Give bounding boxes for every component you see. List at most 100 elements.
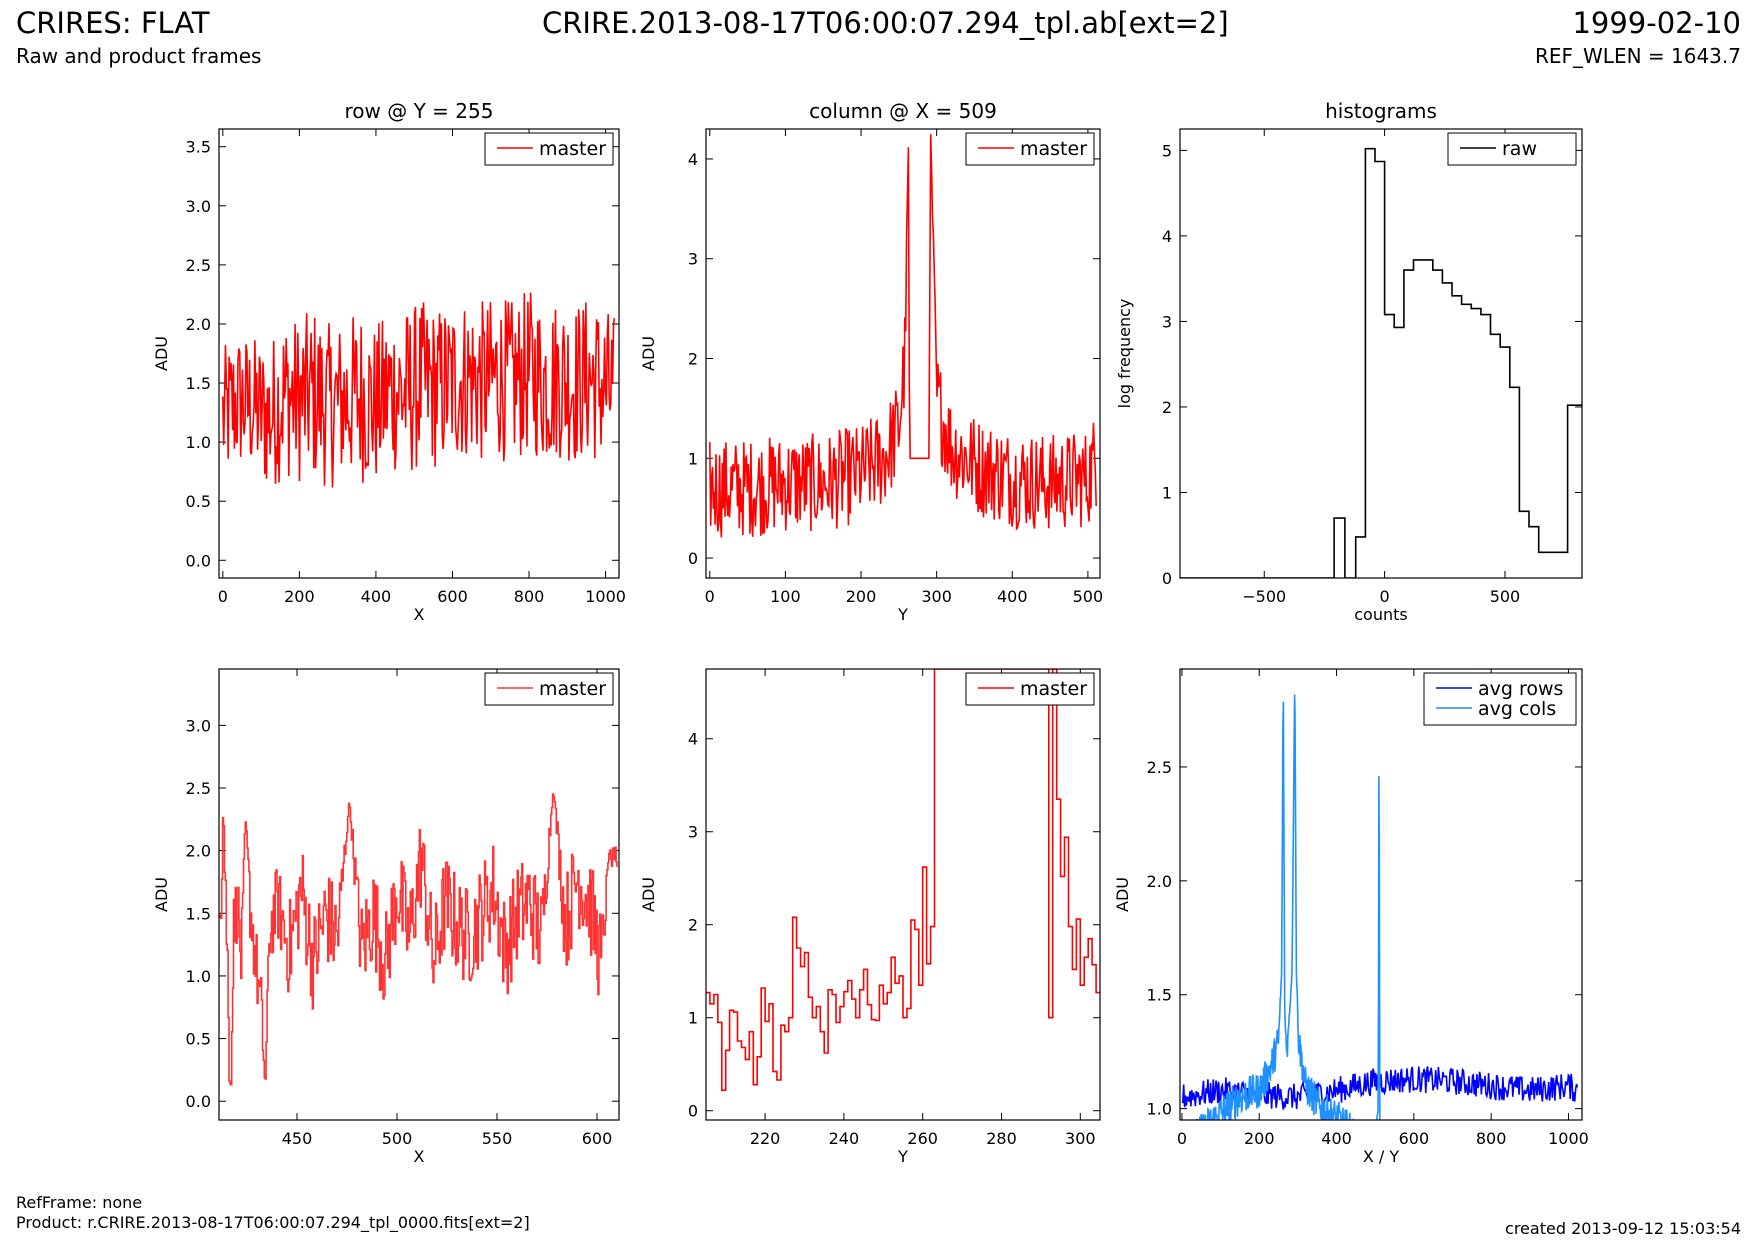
product-label: Product: r.CRIRE.2013-08-17T06:00:07.294…: [16, 1213, 530, 1232]
x-tick-label: 400: [361, 587, 392, 606]
x-tick-label: 600: [437, 587, 468, 606]
y-tick-label: 4: [1162, 227, 1172, 246]
x-tick-label: 1000: [1548, 1129, 1589, 1148]
x-tick-label: 0: [1380, 587, 1390, 606]
y-tick-label: 3: [1162, 312, 1172, 331]
subplot-title: histograms: [1325, 99, 1437, 123]
x-tick-label: 400: [1321, 1129, 1352, 1148]
x-tick-label: 800: [1476, 1129, 1507, 1148]
x-tick-label: 400: [997, 587, 1028, 606]
y-tick-label: 1.0: [186, 967, 211, 986]
plot-frame: [218, 128, 620, 579]
x-tick-label: 200: [1244, 1129, 1275, 1148]
ref-wlen: REF_WLEN = 1643.7: [1534, 44, 1741, 68]
y-tick-label: 0.0: [186, 551, 211, 570]
x-tick-label: 800: [514, 587, 545, 606]
subplot-6: 0 200 400 600 800 1000 1.0 1.5 2.0 2.5 avg rowsavg…: [1113, 668, 1589, 1166]
figure-subtitle: Raw and product frames: [16, 44, 262, 68]
legend: master: [484, 132, 614, 166]
plot-frame: [1179, 668, 1583, 1121]
series-avg-cols: [1195, 694, 1381, 1120]
series-raw: [1180, 147, 1582, 578]
x-tick-label: −500: [1242, 587, 1286, 606]
y-tick-label: 1: [1162, 483, 1172, 502]
legend-box: [484, 132, 614, 166]
legend-label: master: [1020, 138, 1087, 160]
x-tick-label: 450: [282, 1129, 313, 1148]
legend: raw: [1447, 132, 1577, 166]
x-tick-label: 200: [284, 587, 315, 606]
y-tick-label: 4: [688, 150, 698, 169]
subplot-1: 0 200 400 600 800 1000 0.0 0.5 1.0 1.5 2.0 2.5 3.0 3.…: [152, 99, 626, 624]
y-tick-label: 2.0: [1147, 872, 1172, 891]
y-tick-label: 0.5: [186, 1030, 211, 1049]
y-tick-label: 2: [688, 916, 698, 935]
x-tick-label: 300: [1065, 1129, 1096, 1148]
legend-box: [1423, 672, 1577, 726]
x-tick-label: 0: [218, 587, 228, 606]
y-tick-label: 1: [688, 449, 698, 468]
y-tick-label: 2.5: [1147, 758, 1172, 777]
y-tick-label: 4: [688, 730, 698, 749]
y-tick-label: 0: [1162, 569, 1172, 588]
x-tick-label: 500: [1490, 587, 1521, 606]
legend-label: avg rows: [1478, 678, 1563, 700]
file-name: CRIRE.2013-08-17T06:00:07.294_tpl.ab[ext…: [542, 6, 1229, 40]
y-tick-label: 2.0: [186, 842, 211, 861]
plot-frame: [1179, 128, 1583, 579]
x-tick-label: 280: [986, 1129, 1017, 1148]
y-tick-label: 2: [1162, 398, 1172, 417]
x-tick-label: 300: [921, 587, 952, 606]
legend-label: avg cols: [1478, 698, 1556, 720]
y-tick-label: 2.5: [186, 256, 211, 275]
x-axis-label: X: [414, 605, 425, 624]
y-tick-label: 0.5: [186, 492, 211, 511]
legend: master: [965, 672, 1095, 706]
x-tick-label: 200: [846, 587, 877, 606]
legend-label: master: [1020, 678, 1087, 700]
y-axis-label: ADU: [639, 877, 658, 912]
y-tick-label: 1.5: [1147, 986, 1172, 1005]
y-tick-label: 2: [688, 349, 698, 368]
legend-box: [965, 132, 1095, 166]
x-tick-label: 600: [1399, 1129, 1430, 1148]
x-tick-label: 100: [770, 587, 801, 606]
y-tick-label: 3.0: [186, 197, 211, 216]
x-axis-label: X / Y: [1363, 1147, 1400, 1166]
x-tick-label: 1000: [585, 587, 626, 606]
x-tick-label: 500: [1073, 587, 1104, 606]
y-tick-label: 3: [688, 823, 698, 842]
y-tick-label: 1.0: [186, 433, 211, 452]
subplot-4: 450 500 550 600 0.0 0.5 1.0 1.5 2.0 2.5 3.0 master X…: [152, 668, 620, 1166]
y-axis-label: ADU: [152, 336, 171, 371]
subplot-title: column @ X = 509: [809, 99, 997, 123]
y-tick-label: 0: [688, 1102, 698, 1121]
subplot-2: 0 100 200 300 400 500 0 1 2 3 4 master column @ X = …: [639, 99, 1103, 624]
y-tick-label: 0.0: [186, 1092, 211, 1111]
legend-label: master: [539, 678, 606, 700]
subplot-5: 220 240 260 280 300 0 1 2 3 4 master Y ADU: [639, 668, 1101, 1166]
subplot-3: −500 0 500 0 1 2 3 4 5 raw histograms counts log fre…: [1115, 99, 1583, 624]
series-master: [219, 793, 618, 1086]
x-tick-label: 240: [829, 1129, 860, 1148]
legend-label: master: [539, 138, 606, 160]
y-tick-label: 1: [688, 1009, 698, 1028]
y-axis-label: log frequency: [1115, 299, 1134, 409]
y-axis-label: ADU: [1113, 877, 1132, 912]
legend-box: [1447, 132, 1577, 166]
y-axis-label: ADU: [639, 336, 658, 371]
series-master: [709, 134, 1097, 538]
observation-date: 1999-02-10: [1572, 6, 1741, 40]
legend-box: [484, 672, 614, 706]
figure-title: CRIRES: FLAT: [16, 6, 210, 40]
y-tick-label: 1.0: [1147, 1100, 1172, 1119]
x-axis-label: Y: [897, 1147, 908, 1166]
y-tick-label: 0: [688, 549, 698, 568]
x-tick-label: 550: [482, 1129, 513, 1148]
y-tick-label: 2.0: [186, 315, 211, 334]
refframe-label: RefFrame: none: [16, 1193, 143, 1212]
y-axis-label: ADU: [152, 877, 171, 912]
y-tick-label: 1.5: [186, 904, 211, 923]
